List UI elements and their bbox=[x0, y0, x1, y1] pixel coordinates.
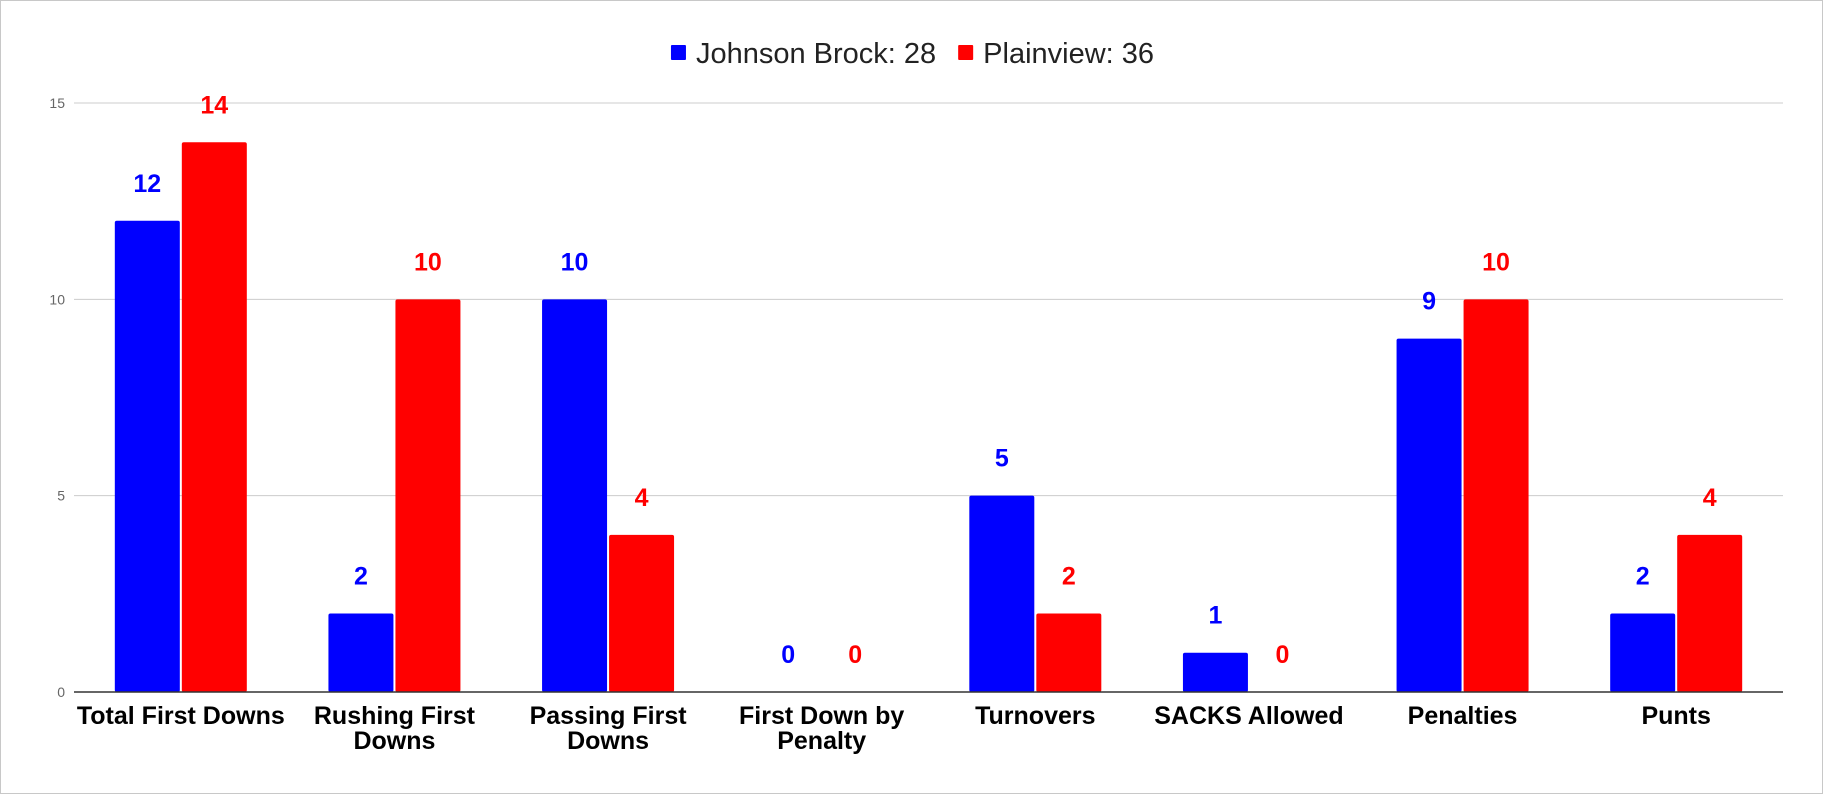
bar bbox=[542, 299, 608, 692]
data-label: 10 bbox=[1482, 248, 1510, 276]
legend: Johnson Brock: 28 Plainview: 36 bbox=[670, 38, 1154, 70]
bar bbox=[1396, 338, 1462, 692]
data-label: 10 bbox=[414, 248, 442, 276]
bar bbox=[1463, 299, 1529, 692]
data-label: 0 bbox=[1275, 641, 1289, 669]
data-label: 0 bbox=[781, 641, 795, 669]
bar bbox=[1036, 613, 1102, 692]
x-category-label: Total First Downs bbox=[77, 702, 285, 730]
legend-label: Johnson Brock: 28 bbox=[696, 38, 936, 70]
data-label: 10 bbox=[561, 248, 589, 276]
bar bbox=[395, 299, 461, 692]
data-label: 1 bbox=[1208, 602, 1222, 630]
x-category-label: SACKS Allowed bbox=[1154, 702, 1343, 730]
legend-label: Plainview: 36 bbox=[983, 38, 1154, 70]
bars bbox=[114, 142, 1743, 693]
data-label: 2 bbox=[354, 562, 368, 590]
data-label: 4 bbox=[635, 484, 649, 512]
legend-swatch bbox=[958, 45, 974, 60]
bar bbox=[114, 220, 180, 693]
x-category-label: Penalty bbox=[777, 727, 866, 755]
data-label: 9 bbox=[1422, 288, 1436, 316]
y-tick-label: 15 bbox=[49, 95, 65, 111]
legend-item[interactable]: Johnson Brock: 28 bbox=[670, 38, 936, 70]
legend-swatch bbox=[670, 45, 686, 60]
data-label: 14 bbox=[200, 91, 228, 119]
x-category-label: Passing First bbox=[530, 702, 688, 730]
data-label: 5 bbox=[995, 445, 1009, 473]
x-axis-category-labels: Total First Downs Rushing FirstDownsPassi… bbox=[77, 702, 1711, 755]
data-label: 2 bbox=[1636, 562, 1650, 590]
data-label: 4 bbox=[1703, 484, 1717, 512]
bar bbox=[609, 534, 675, 692]
x-category-label: Downs bbox=[353, 727, 435, 755]
legend-item[interactable]: Plainview: 36 bbox=[958, 38, 1154, 70]
data-label: 12 bbox=[133, 170, 161, 198]
bar bbox=[181, 142, 247, 692]
x-category-label: Downs bbox=[567, 727, 649, 755]
bar bbox=[1610, 613, 1676, 692]
bar bbox=[1677, 534, 1743, 692]
y-axis-ticks: 0 5 10 15 bbox=[49, 95, 65, 700]
y-tick-label: 0 bbox=[57, 684, 65, 700]
bar bbox=[328, 613, 394, 692]
data-label: 2 bbox=[1062, 562, 1076, 590]
data-label: 0 bbox=[848, 641, 862, 669]
x-category-label: Rushing First bbox=[314, 702, 476, 730]
y-tick-label: 5 bbox=[57, 488, 65, 504]
y-tick-label: 10 bbox=[49, 291, 65, 307]
x-category-label: First Down by bbox=[739, 702, 904, 730]
x-category-label: Penalties bbox=[1408, 702, 1518, 730]
x-category-label: Turnovers bbox=[975, 702, 1095, 730]
x-category-label: Punts bbox=[1641, 702, 1710, 730]
bar bbox=[969, 495, 1035, 692]
bar bbox=[1182, 652, 1248, 692]
